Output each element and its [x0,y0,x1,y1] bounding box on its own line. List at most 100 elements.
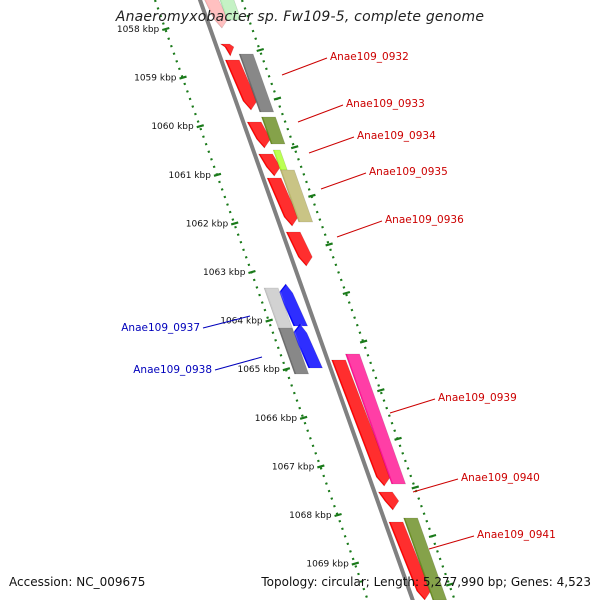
gene-arrow-0937-shine [280,284,310,326]
ruler-tick-label: 1069 kbp [306,560,349,570]
gene-label[interactable]: Anae109_0941 [477,529,556,541]
gene-label-leader [320,172,367,190]
cog-block-0938 [277,327,310,375]
gene-arrow-0934 [258,153,281,177]
gene-label[interactable]: Anae109_0936 [385,214,464,226]
cog-block-0939-shine [347,354,408,484]
gene-arrow-0932-shine [226,60,259,110]
cog-block-top-faded-shine [221,0,243,20]
ruler-tick-mark [351,561,360,566]
ruler-tick-label: 1067 kbp [272,462,315,472]
genome-summary-text: Topology: circular; Length: 5,277,990 bp… [261,575,591,589]
gene-label[interactable]: Anae109_0935 [369,166,448,178]
ruler-tick-mark [179,75,187,80]
ruler-tick-label: 1064 kbp [220,317,263,327]
ruler-tick-mark-inner [428,533,437,539]
ruler-tick-label: 1063 kbp [203,268,246,278]
gene-arrow-small-shine [222,44,236,56]
gene-arrow-0941-shine [390,522,433,600]
backbone-line [197,0,417,604]
gene-arrow-0938 [292,323,323,369]
ruler-tick-mark [230,221,239,226]
gene-label-leader [202,315,251,329]
gene-arrow-0939-shine [333,360,392,486]
gene-label-leader [214,356,263,371]
gene-arrow-0939 [331,359,391,487]
gene-arrow-small [219,43,235,57]
gene-arrow-0938-shine [294,324,324,368]
ruler-tick-mark [213,172,222,177]
gene-arrow-0933 [246,121,271,149]
ruler-tick-mark [248,269,256,275]
ruler-tick-mark-inner [256,47,265,53]
ruler-tick-mark [196,124,205,129]
gene-arrow-0936 [285,231,313,267]
ruler-ticks: 1058 kbp 1059 kbp 1060 kbp 1061 kbp 1062 kbp… [117,25,454,587]
backbone [180,0,434,604]
ruler-tick-mark [317,464,325,469]
cog-block-top-faded [219,0,242,21]
gene-label-leader [297,104,344,123]
gene-label-leader [336,220,383,238]
ruler-tick-mark-inner [377,388,385,393]
ruler-tick-mark-inner [273,96,282,101]
ruler-tick-mark-inner [411,485,420,490]
cog-block-0937-shine [265,288,295,330]
ruler-tick-mark-inner [325,242,333,247]
gene-label[interactable]: Anae109_0934 [357,130,436,142]
ruler-tick-mark-inner [359,339,368,344]
gene-label-leader [412,478,459,493]
ruler-tick-label: 1061 kbp [169,171,212,181]
gene-label-leader [281,57,328,76]
gene-label[interactable]: Anae109_0940 [461,472,540,484]
accession-text: Accession: NC_009675 [9,575,146,589]
ruler-tick-mark-inner [308,193,316,198]
cog-block-0935-shine [281,170,315,222]
gene-arrow-0932 [224,59,258,111]
ruler-tick-label: 1060 kbp [151,122,194,132]
cog-block-0932 [238,53,275,113]
gene-label-leader [389,398,436,414]
gene-arrow-top-faded-shine [206,0,230,28]
cog-block-0932-shine [240,54,276,112]
gene-features [204,0,449,601]
cog-block-0935 [279,169,314,223]
gene-arrow-0940 [377,491,400,511]
ruler-tick-label: 1058 kbp [117,25,160,35]
ruler-tick-label: 1066 kbp [255,414,298,424]
ruler-tick-label: 1065 kbp [237,365,280,375]
gene-arrow-0935-shine [268,178,300,226]
cog-block-0939 [345,353,407,485]
gene-labels: Anae109_0932 Anae109_0933 Anae109_0934 Anae… [121,51,556,550]
ruler-tick-label: 1062 kbp [186,219,229,229]
ruler-tick-mark [282,367,291,372]
gene-arrow-top-faded [204,0,229,29]
gene-label[interactable]: Anae109_0933 [346,98,425,110]
gene-arrow-0941 [388,521,432,601]
genome-title: Anaeromyxobacter sp. Fw109-5, complete g… [115,9,485,25]
gene-arrow-0936-shine [287,232,314,266]
ruler-tick-mark-inner [290,145,299,150]
gene-label[interactable]: Anae109_0938 [133,364,212,376]
gene-label[interactable]: Anae109_0939 [438,392,517,404]
cog-block-0933 [261,116,286,145]
cog-block-0941-shine [405,518,449,600]
ruler-tick-mark [161,26,170,32]
gene-arrow-0935 [266,177,299,227]
cog-block-0933-shine [263,117,287,144]
gene-label[interactable]: Anae109_0937 [121,322,200,334]
ruler-tick-label: 1068 kbp [289,511,332,521]
ruler-tick-mark-inner [394,436,402,441]
gene-label-leader [308,136,355,154]
ruler-tick-mark [299,415,308,420]
ruler-tick-mark-inner [445,582,454,587]
ruler-tick-label: 1059 kbp [134,74,177,84]
cog-block-0934-shine [274,150,289,170]
gene-label-leader [428,535,475,550]
gene-arrow-0940-shine [379,492,401,510]
gene-label[interactable]: Anae109_0932 [330,51,409,63]
cog-block-0938-shine [279,328,311,374]
ruler-tick-mark [265,318,273,323]
